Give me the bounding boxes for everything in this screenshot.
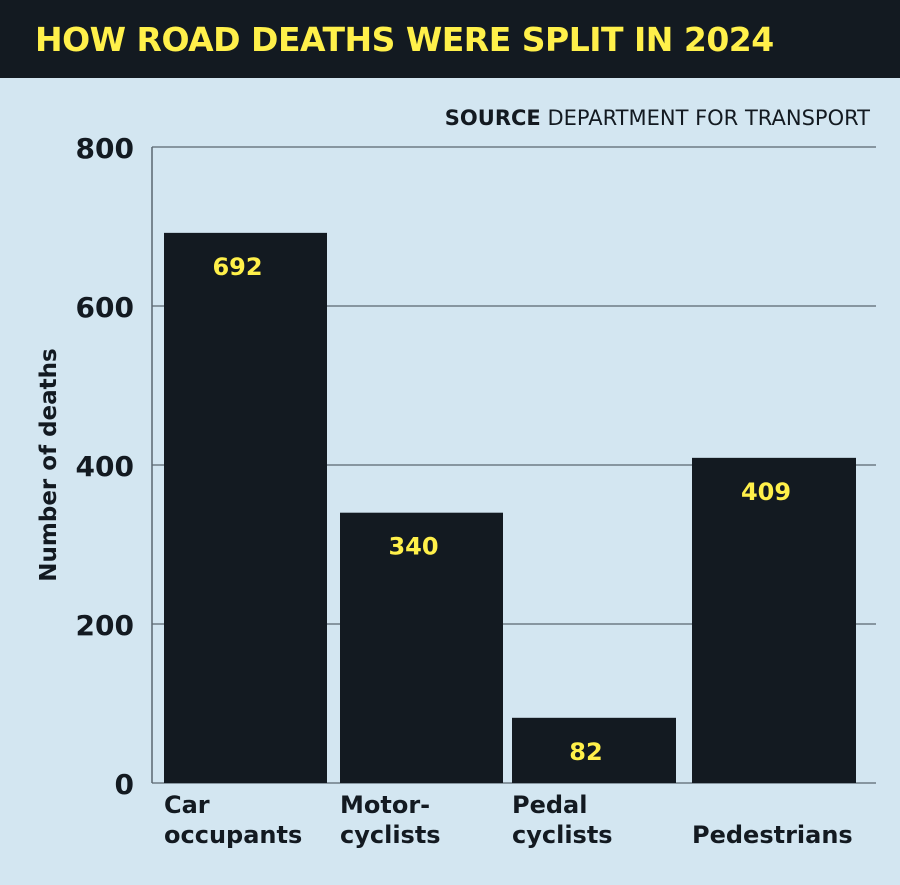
- chart-title: HOW ROAD DEATHS WERE SPLIT IN 2024: [35, 20, 774, 59]
- x-tick-label: Pedestrians: [692, 821, 853, 849]
- x-tick-label: occupants: [164, 821, 302, 849]
- x-tick-label: cyclists: [340, 821, 441, 849]
- y-tick-label: 400: [76, 450, 134, 483]
- bar: [512, 717, 676, 783]
- y-tick-label: 200: [76, 609, 134, 642]
- y-axis-label: Number of deaths: [36, 348, 62, 581]
- data-label: 692: [212, 253, 262, 281]
- bar: [692, 457, 856, 783]
- y-tick-label: 600: [76, 291, 134, 324]
- source-note: SOURCE DEPARTMENT FOR TRANSPORT: [445, 106, 870, 130]
- x-tick-label: Pedal: [512, 791, 587, 819]
- header-bar: HOW ROAD DEATHS WERE SPLIT IN 2024: [0, 0, 900, 78]
- bar: [164, 232, 327, 784]
- x-tick-label: cyclists: [512, 821, 613, 849]
- data-label: 340: [388, 533, 438, 561]
- source-text: DEPARTMENT FOR TRANSPORT: [547, 106, 870, 130]
- y-tick-label: 0: [115, 768, 134, 801]
- x-tick-label: Car: [164, 791, 210, 819]
- bar: [340, 512, 503, 783]
- source-label: SOURCE: [444, 106, 541, 130]
- data-label: 82: [569, 738, 602, 766]
- data-label: 409: [741, 478, 791, 506]
- x-tick-label: Motor-: [340, 791, 430, 819]
- y-tick-label: 800: [76, 132, 134, 165]
